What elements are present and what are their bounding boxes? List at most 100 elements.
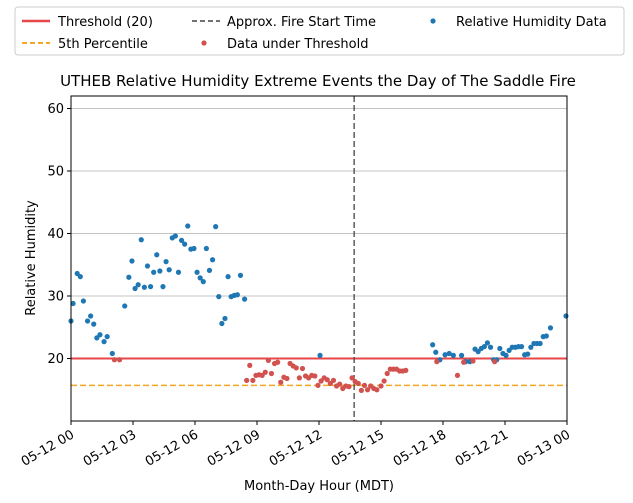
rh-data-point (206, 267, 213, 273)
under-threshold-point (278, 379, 284, 385)
x-tick-label: 05-12 06 (143, 427, 201, 469)
reference-lines (71, 96, 567, 421)
under-threshold-point (244, 377, 250, 383)
rh-data-point (77, 274, 83, 280)
under-threshold-point (349, 375, 355, 381)
under-threshold-point (361, 382, 368, 388)
y-tick-label: 30 (47, 290, 64, 305)
rh-data-point (213, 224, 219, 230)
rh-data-point (144, 263, 151, 269)
legend-under-threshold-marker (201, 40, 207, 46)
under-threshold-point (403, 367, 409, 373)
under-threshold-point (275, 359, 281, 365)
under-threshold-point (346, 384, 352, 390)
rh-data-point (151, 269, 157, 275)
rh-data-point (147, 284, 154, 290)
under-threshold-point (434, 359, 440, 365)
x-axis: 05-12 00 05-12 03 05-12 06 05-12 09 05-12 12… (19, 421, 573, 470)
rh-data-point (234, 292, 240, 298)
rh-data-point (446, 350, 452, 357)
under-threshold-point (461, 359, 467, 365)
y-axis: 20 30 40 50 60 (47, 102, 71, 367)
rh-data-point (154, 252, 160, 258)
rh-data-point (317, 352, 323, 358)
rh-data-point (242, 296, 248, 302)
rh-data-point (537, 340, 543, 347)
rh-data-point (70, 300, 76, 307)
rh-data-point (160, 284, 166, 290)
under-threshold-point (374, 387, 380, 393)
rh-data-point (122, 303, 128, 309)
y-tick-label: 60 (47, 102, 64, 117)
rh-data-point (487, 344, 494, 350)
under-threshold-point (358, 387, 364, 393)
rh-data-point (503, 352, 509, 358)
plot-frame (70, 95, 568, 422)
legend-rh-data-marker (430, 18, 436, 24)
rh-data-point (547, 325, 554, 331)
rh-data-point (104, 334, 110, 340)
rh-data-point (84, 318, 91, 324)
rh-data-point (543, 333, 549, 339)
under-threshold-point (364, 387, 371, 393)
under-threshold-point (265, 357, 271, 363)
y-tick-label: 20 (47, 352, 64, 367)
under-threshold-point (312, 373, 318, 379)
rh-data-point (138, 237, 144, 243)
rh-data-point (237, 272, 244, 278)
rh-data-point (194, 269, 200, 275)
rh-data-point (126, 274, 132, 280)
x-tick-label: 05-12 03 (81, 427, 139, 469)
under-threshold-point (381, 378, 387, 384)
rh-data-point (157, 268, 163, 274)
rh-data-point (101, 339, 107, 345)
rh-data-point (481, 344, 487, 350)
chart-title: UTHEB Relative Humidity Extreme Events t… (60, 72, 576, 90)
rh-data-point (135, 282, 141, 288)
rh-data-point (166, 267, 172, 273)
rh-data-point (222, 315, 228, 322)
under-threshold-point (454, 372, 461, 378)
y-tick-label: 50 (47, 165, 64, 180)
under-threshold-point (247, 362, 253, 368)
rh-data-point (525, 351, 531, 357)
rh-data-point (459, 352, 465, 358)
rh-data-point (528, 344, 534, 350)
rh-data-point (185, 223, 191, 229)
rh-data-point (216, 294, 222, 300)
rh-data-point (225, 274, 231, 280)
under-threshold-point (315, 382, 321, 388)
x-tick-label: 05-12 09 (205, 427, 263, 469)
legend-frame (14, 6, 625, 56)
under-threshold-point (284, 375, 290, 382)
x-tick-label: 05-12 18 (391, 427, 449, 469)
under-threshold-point (492, 359, 498, 365)
rh-data-point (172, 233, 178, 239)
rh-data-point (518, 344, 525, 350)
rh-data-point (442, 352, 448, 358)
legend-percentile-label: 5th Percentile (58, 37, 148, 52)
x-tick-label: 05-12 12 (267, 427, 325, 469)
rh-data-point (430, 342, 436, 348)
rh-data-point (191, 245, 197, 252)
under-threshold-point (250, 377, 256, 383)
rh-data-point (200, 279, 206, 285)
rh-data-point (91, 321, 97, 327)
under-threshold-point (378, 383, 384, 389)
rh-data-point (163, 259, 169, 265)
under-threshold-point (111, 357, 117, 363)
under-threshold-point (330, 377, 337, 383)
rh-data-point (109, 350, 115, 357)
rh-data-point (182, 241, 188, 247)
under-threshold-point (296, 375, 302, 381)
rh-data-point (97, 332, 103, 338)
under-threshold-point (355, 380, 361, 387)
x-tick-label: 05-12 15 (329, 427, 387, 469)
data-points (68, 223, 569, 393)
x-tick-label: 05-12 21 (453, 427, 511, 469)
rh-data-point (563, 313, 569, 319)
x-axis-label: Month-Day Hour (MDT) (244, 479, 394, 494)
rh-data-point (450, 352, 456, 358)
rh-data-point (219, 320, 225, 327)
